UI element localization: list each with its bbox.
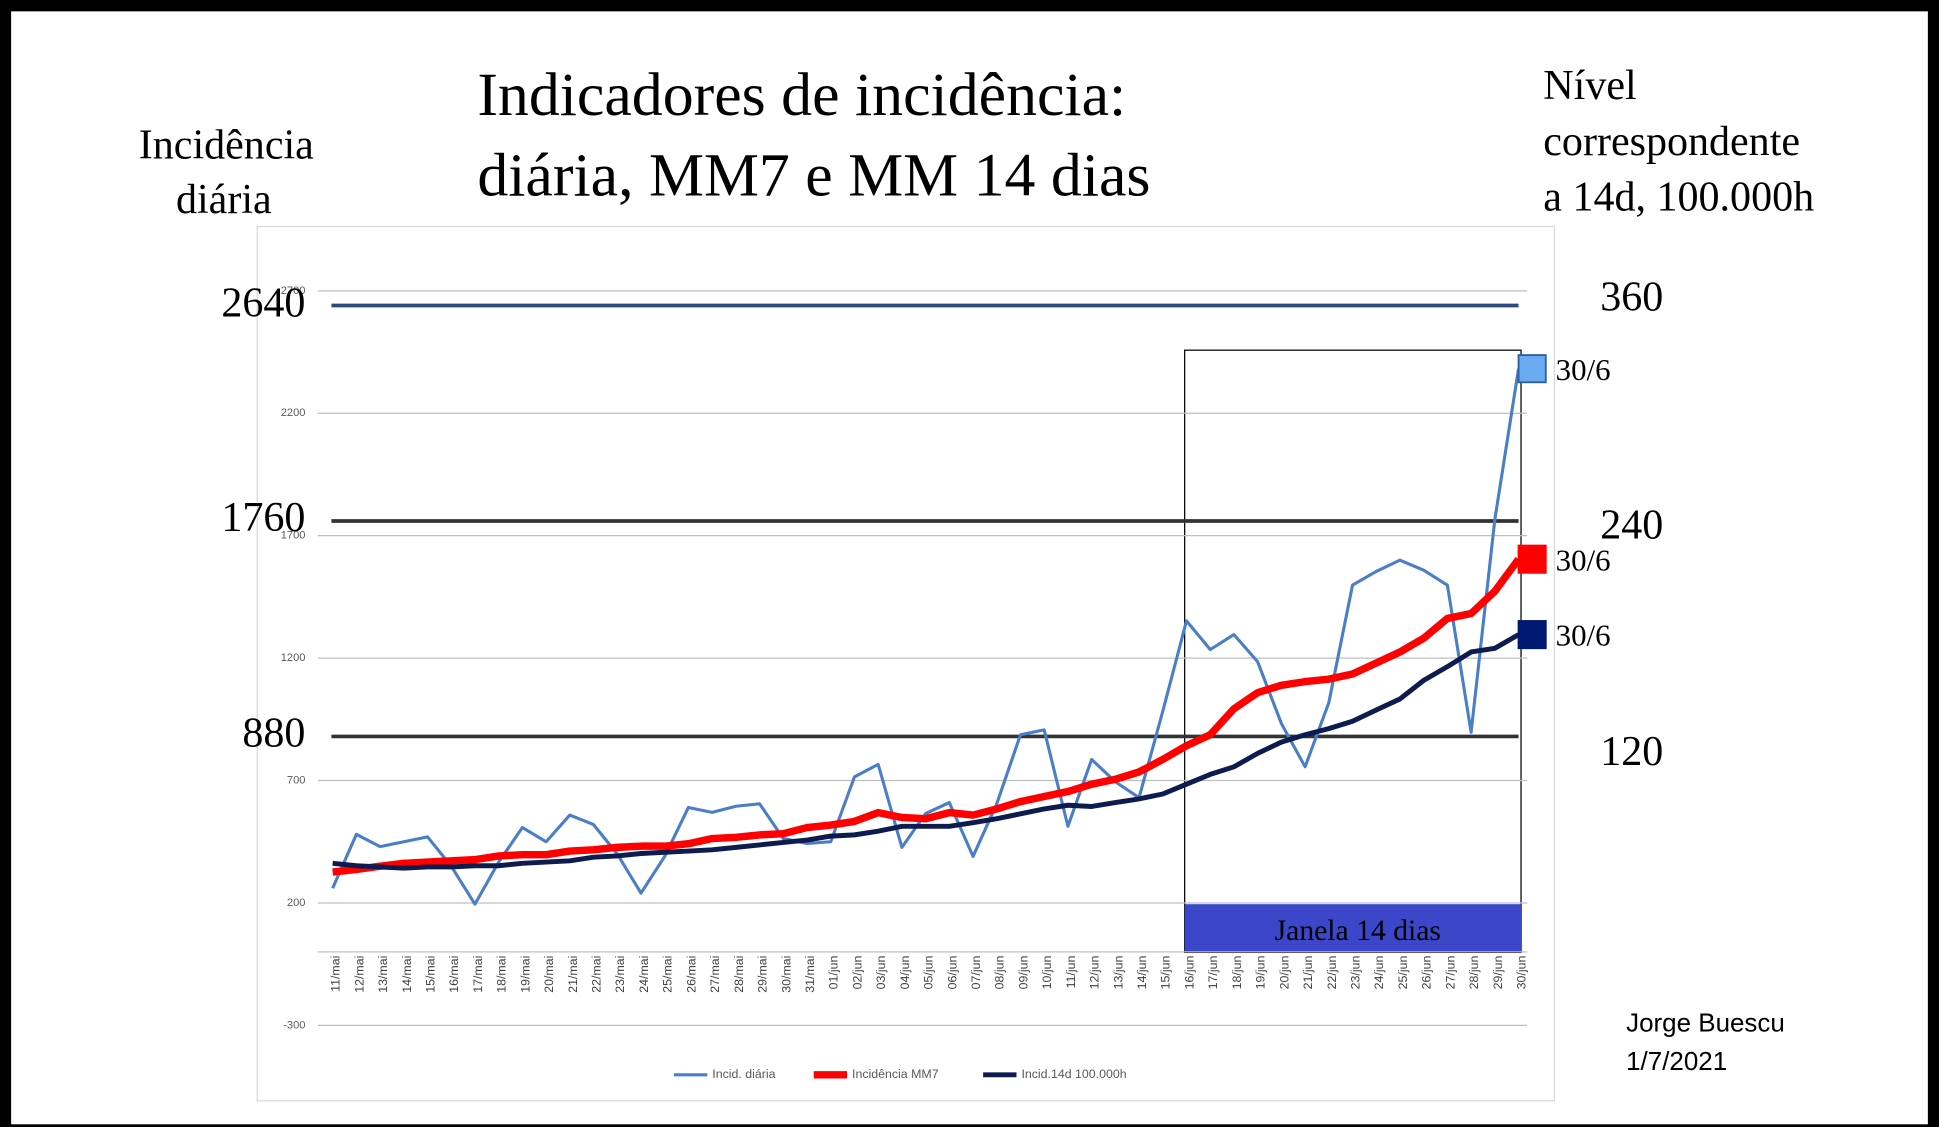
y-tick-label: 2700 [281,285,306,297]
x-tick-label: 20/mai [542,956,556,993]
window-banner [1184,904,1522,953]
end-marker [1517,620,1547,650]
x-tick-label: 09/jun [1016,956,1030,990]
reference-level-label: 240 [1600,502,1663,548]
x-tick-label: 21/jun [1301,956,1315,990]
x-tick-label: 22/mai [590,956,604,993]
x-tick-label: 29/jun [1491,956,1505,990]
y-tick-label: 700 [287,774,306,786]
x-tick-label: 18/mai [495,956,509,993]
x-tick-label: 14/mai [400,956,414,993]
x-tick-label: 20/jun [1277,956,1291,990]
legend-label: Incidência MM7 [852,1067,939,1081]
x-tick-label: 12/mai [352,956,366,993]
note: 1/7/2021 [1626,1046,1727,1076]
y-tick-label: -300 [283,1019,305,1031]
x-tick-label: 17/jun [1206,956,1220,990]
y-tick-label: 200 [287,897,306,909]
x-tick-label: 11/jun [1064,956,1078,989]
x-tick-label: 31/mai [803,956,817,993]
x-tick-label: 16/mai [447,956,461,993]
reference-level-label: 120 [1600,729,1663,775]
y-axis-label: diária [176,177,272,223]
x-tick-label: 25/mai [661,956,675,993]
x-tick-label: 15/mai [423,956,437,993]
x-tick-label: 07/jun [969,956,983,990]
x-tick-label: 14/jun [1135,956,1149,990]
x-tick-label: 15/jun [1159,956,1173,990]
x-tick-label: 26/jun [1420,956,1434,990]
x-tick-label: 27/jun [1443,956,1457,990]
end-marker [1517,544,1547,574]
x-tick-label: 13/jun [1111,956,1125,990]
x-tick-label: 08/jun [993,956,1007,990]
x-tick-label: 19/mai [518,956,532,993]
x-tick-label: 11/mai [329,956,343,992]
end-label: 30/6 [1556,618,1611,653]
y-tick-label: 1700 [281,530,306,542]
window-label: Janela 14 dias [1275,915,1441,947]
x-tick-label: 13/mai [376,956,390,993]
x-tick-label: 23/mai [613,956,627,993]
x-tick-label: 18/jun [1230,956,1244,990]
chart-title: diária, MM7 e MM 14 dias [477,142,1150,210]
y2-axis-label: Nível [1543,63,1636,109]
x-tick-label: 05/jun [922,956,936,990]
y2-axis-label: correspondente [1543,119,1800,165]
legend-label: Incid. diária [712,1067,775,1081]
x-tick-label: 27/mai [708,956,722,993]
x-tick-label: 17/mai [471,956,485,993]
series-line [332,632,1520,871]
end-label: 30/6 [1556,542,1611,577]
x-tick-label: 26/mai [684,956,698,993]
x-tick-label: 04/jun [898,956,912,990]
x-tick-label: 22/jun [1325,956,1339,990]
x-tick-label: 12/jun [1088,956,1102,990]
x-tick-label: 21/mai [566,956,580,993]
reference-level-label: 360 [1600,274,1663,320]
x-tick-label: 03/jun [874,956,888,990]
x-tick-label: 30/jun [1515,956,1529,990]
x-tick-label: 19/jun [1254,956,1268,990]
x-tick-label: 16/jun [1182,956,1196,990]
note: Jorge Buescu [1626,1008,1785,1038]
x-tick-label: 24/mai [637,956,651,993]
y-axis-label: Incidência [139,123,314,169]
x-tick-label: 28/jun [1467,956,1481,990]
end-marker [1517,354,1547,384]
x-tick-label: 30/mai [779,956,793,993]
y2-axis-label: a 14d, 100.000h [1543,174,1814,220]
y-tick-label: 2200 [281,407,306,419]
y-tick-label: 1200 [281,652,306,664]
chart-title: Indicadores de incidência: [477,61,1126,129]
legend-label: Incid.14d 100.000h [1021,1067,1126,1081]
x-tick-label: 02/jun [850,956,864,990]
reference-label: 2640 [221,281,305,327]
series-line [331,368,1521,906]
x-tick-label: 10/jun [1040,956,1054,990]
reference-label: 880 [242,710,305,756]
x-tick-label: 25/jun [1396,956,1410,990]
series-line [332,556,1522,876]
reference-label: 1760 [221,495,305,541]
x-tick-label: 06/jun [945,956,959,990]
x-tick-label: 01/jun [827,956,841,990]
x-tick-label: 24/jun [1372,956,1386,990]
x-tick-label: 28/mai [732,956,746,993]
x-tick-label: 23/jun [1349,956,1363,990]
x-tick-label: 29/mai [756,956,770,993]
end-label: 30/6 [1556,352,1611,387]
